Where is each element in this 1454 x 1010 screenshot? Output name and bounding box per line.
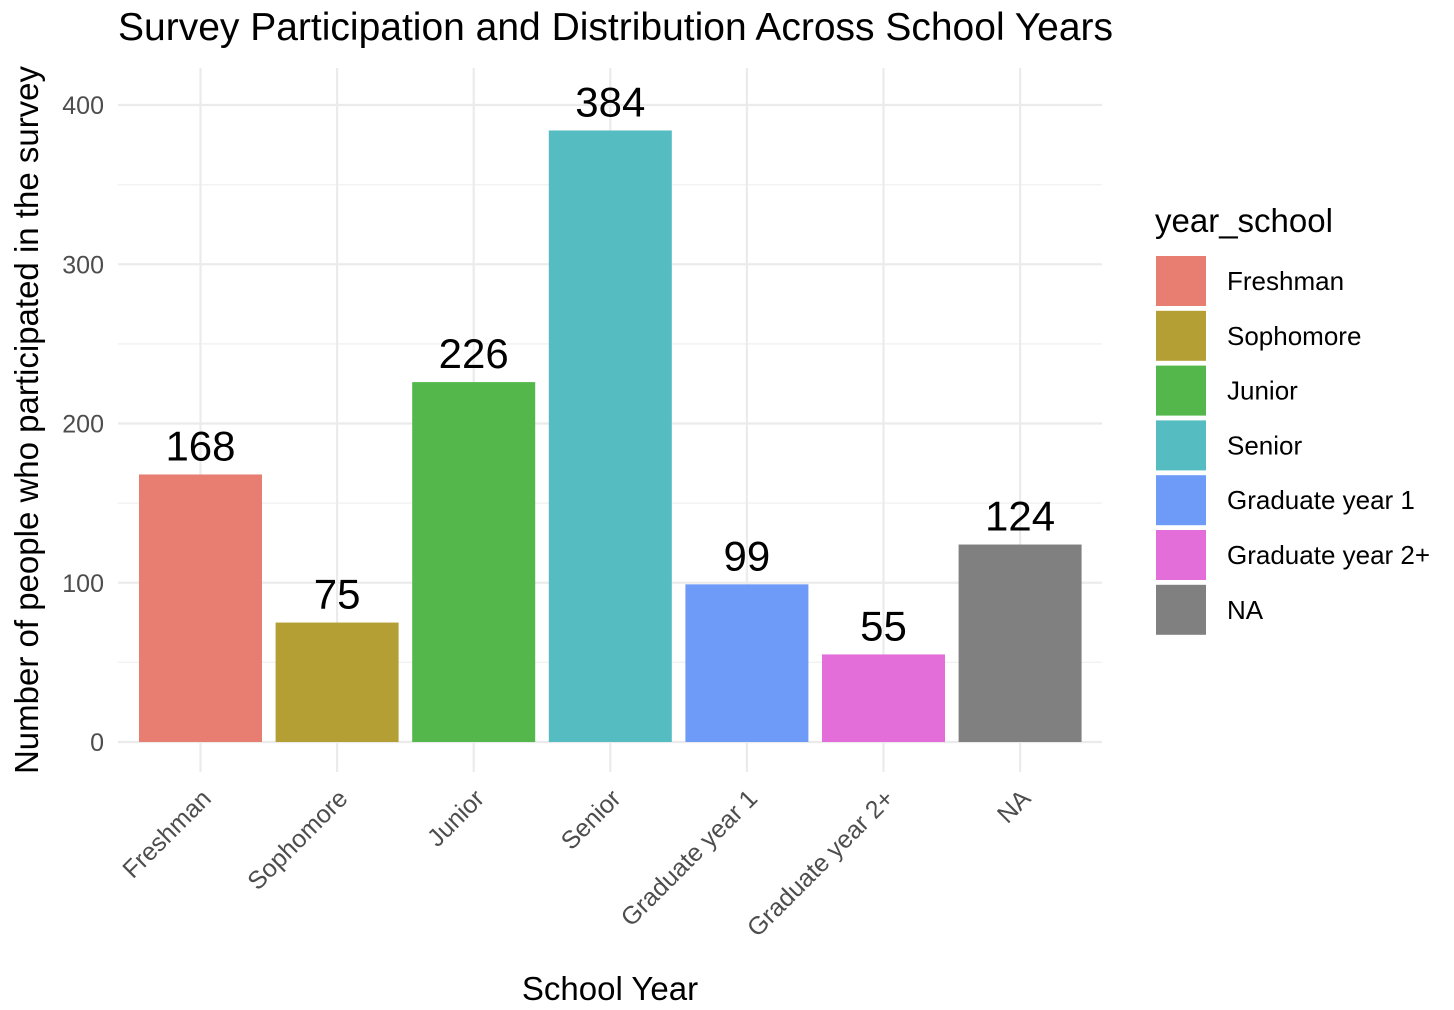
data-label: 168 [165, 422, 235, 469]
y-axis-title: Number of people who participated in the… [8, 65, 45, 774]
bar-na [958, 544, 1082, 742]
x-tick-label: NA [992, 784, 1037, 829]
y-tick-label: 0 [90, 729, 104, 757]
legend-key [1156, 530, 1206, 580]
bar-freshman [139, 474, 262, 742]
x-tick-label: Graduate year 2+ [742, 784, 900, 942]
x-tick-label: Graduate year 1 [616, 784, 764, 932]
legend-label: Senior [1227, 430, 1302, 460]
data-label: 384 [575, 78, 645, 125]
legend: year_school Freshman Sophomore Junior Senio… [1155, 202, 1430, 635]
legend-label: Graduate year 1 [1227, 485, 1415, 515]
legend-title: year_school [1155, 202, 1333, 239]
x-axis-title: School Year [522, 970, 698, 1007]
data-labels: 168 75 226 384 99 55 124 [165, 78, 1055, 649]
y-tick-label: 100 [62, 570, 104, 598]
y-tick-label: 300 [62, 251, 104, 279]
x-tick-label: Senior [556, 784, 627, 855]
bar-sophomore [275, 622, 399, 742]
legend-label: Freshman [1227, 266, 1344, 296]
legend-key [1156, 584, 1206, 635]
legend-label: Sophomore [1227, 321, 1361, 351]
bar-junior [412, 382, 536, 742]
legend-key [1156, 475, 1206, 526]
chart-title: Survey Participation and Distribution Ac… [118, 6, 1113, 49]
bar-graduate-year-2 [822, 654, 945, 742]
data-label: 75 [314, 571, 361, 618]
y-tick-label: 200 [62, 411, 104, 439]
legend-key [1156, 365, 1206, 416]
legend-key [1156, 420, 1206, 471]
x-tick-label: Sophomore [242, 784, 353, 895]
x-tick-label: Freshman [117, 784, 216, 883]
y-tick-label: 400 [62, 92, 104, 120]
legend-label: Graduate year 2+ [1227, 540, 1430, 570]
x-tick-label: Junior [422, 784, 490, 852]
data-label: 99 [724, 532, 771, 579]
data-label: 124 [985, 493, 1055, 540]
legend-key [1156, 256, 1206, 306]
data-label: 226 [439, 330, 509, 377]
bar-graduate-year-1 [685, 584, 809, 742]
legend-key [1156, 310, 1206, 361]
bars [139, 130, 1082, 743]
bar-senior [548, 130, 672, 743]
y-axis: 0 100 200 300 400 [62, 92, 104, 757]
data-label: 55 [860, 602, 907, 649]
legend-label: Junior [1227, 376, 1298, 406]
legend-label: NA [1227, 595, 1264, 625]
